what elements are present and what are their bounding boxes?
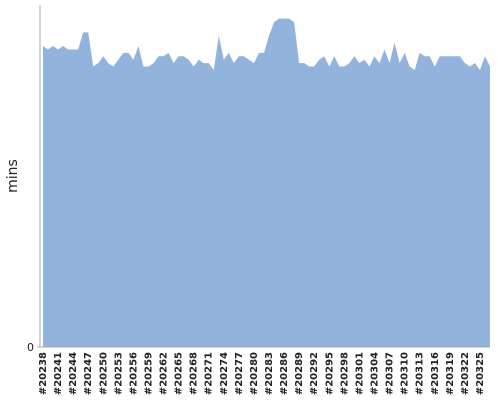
x-tick-label: #20253	[113, 352, 124, 395]
x-tick-label: #20283	[264, 352, 275, 395]
x-tick-label: #20316	[430, 352, 441, 395]
x-tick-label: #20319	[445, 352, 456, 395]
x-tick-label: #20277	[234, 352, 245, 395]
x-tick-label: #20238	[38, 352, 49, 395]
x-tick-label: #20274	[219, 352, 230, 395]
x-tick-label: #20265	[174, 352, 185, 395]
x-tick-label: #20247	[83, 352, 94, 395]
x-tick-label: #20310	[400, 352, 411, 395]
x-tick-label: #20322	[460, 352, 471, 395]
x-tick-label: #20256	[128, 352, 139, 395]
x-tick-label: #20307	[385, 352, 396, 395]
x-tick-label: #20289	[294, 352, 305, 395]
x-tick-label: #20325	[475, 352, 486, 395]
x-tick-label: #20271	[204, 352, 215, 395]
x-tick-label: #20262	[159, 352, 170, 395]
x-tick-label: #20241	[53, 352, 64, 395]
x-tick-label: #20280	[249, 352, 260, 395]
x-tick-label: #20295	[324, 352, 335, 395]
x-tick-label: #20292	[309, 352, 320, 395]
y-axis-label: mins	[5, 159, 21, 193]
y-tick-label: 0	[27, 341, 34, 354]
area	[43, 18, 490, 348]
x-tick-label: #20259	[143, 352, 154, 395]
x-tick-label: #20250	[98, 352, 109, 395]
x-tick-label: #20313	[415, 352, 426, 395]
x-tick-label: #20244	[68, 352, 79, 395]
x-tick-label: #20298	[339, 352, 350, 395]
x-tick-label: #20286	[279, 352, 290, 395]
x-tick-label: #20304	[369, 352, 380, 395]
x-tick-label: #20301	[354, 352, 365, 395]
x-tick-label: #20268	[189, 352, 200, 395]
